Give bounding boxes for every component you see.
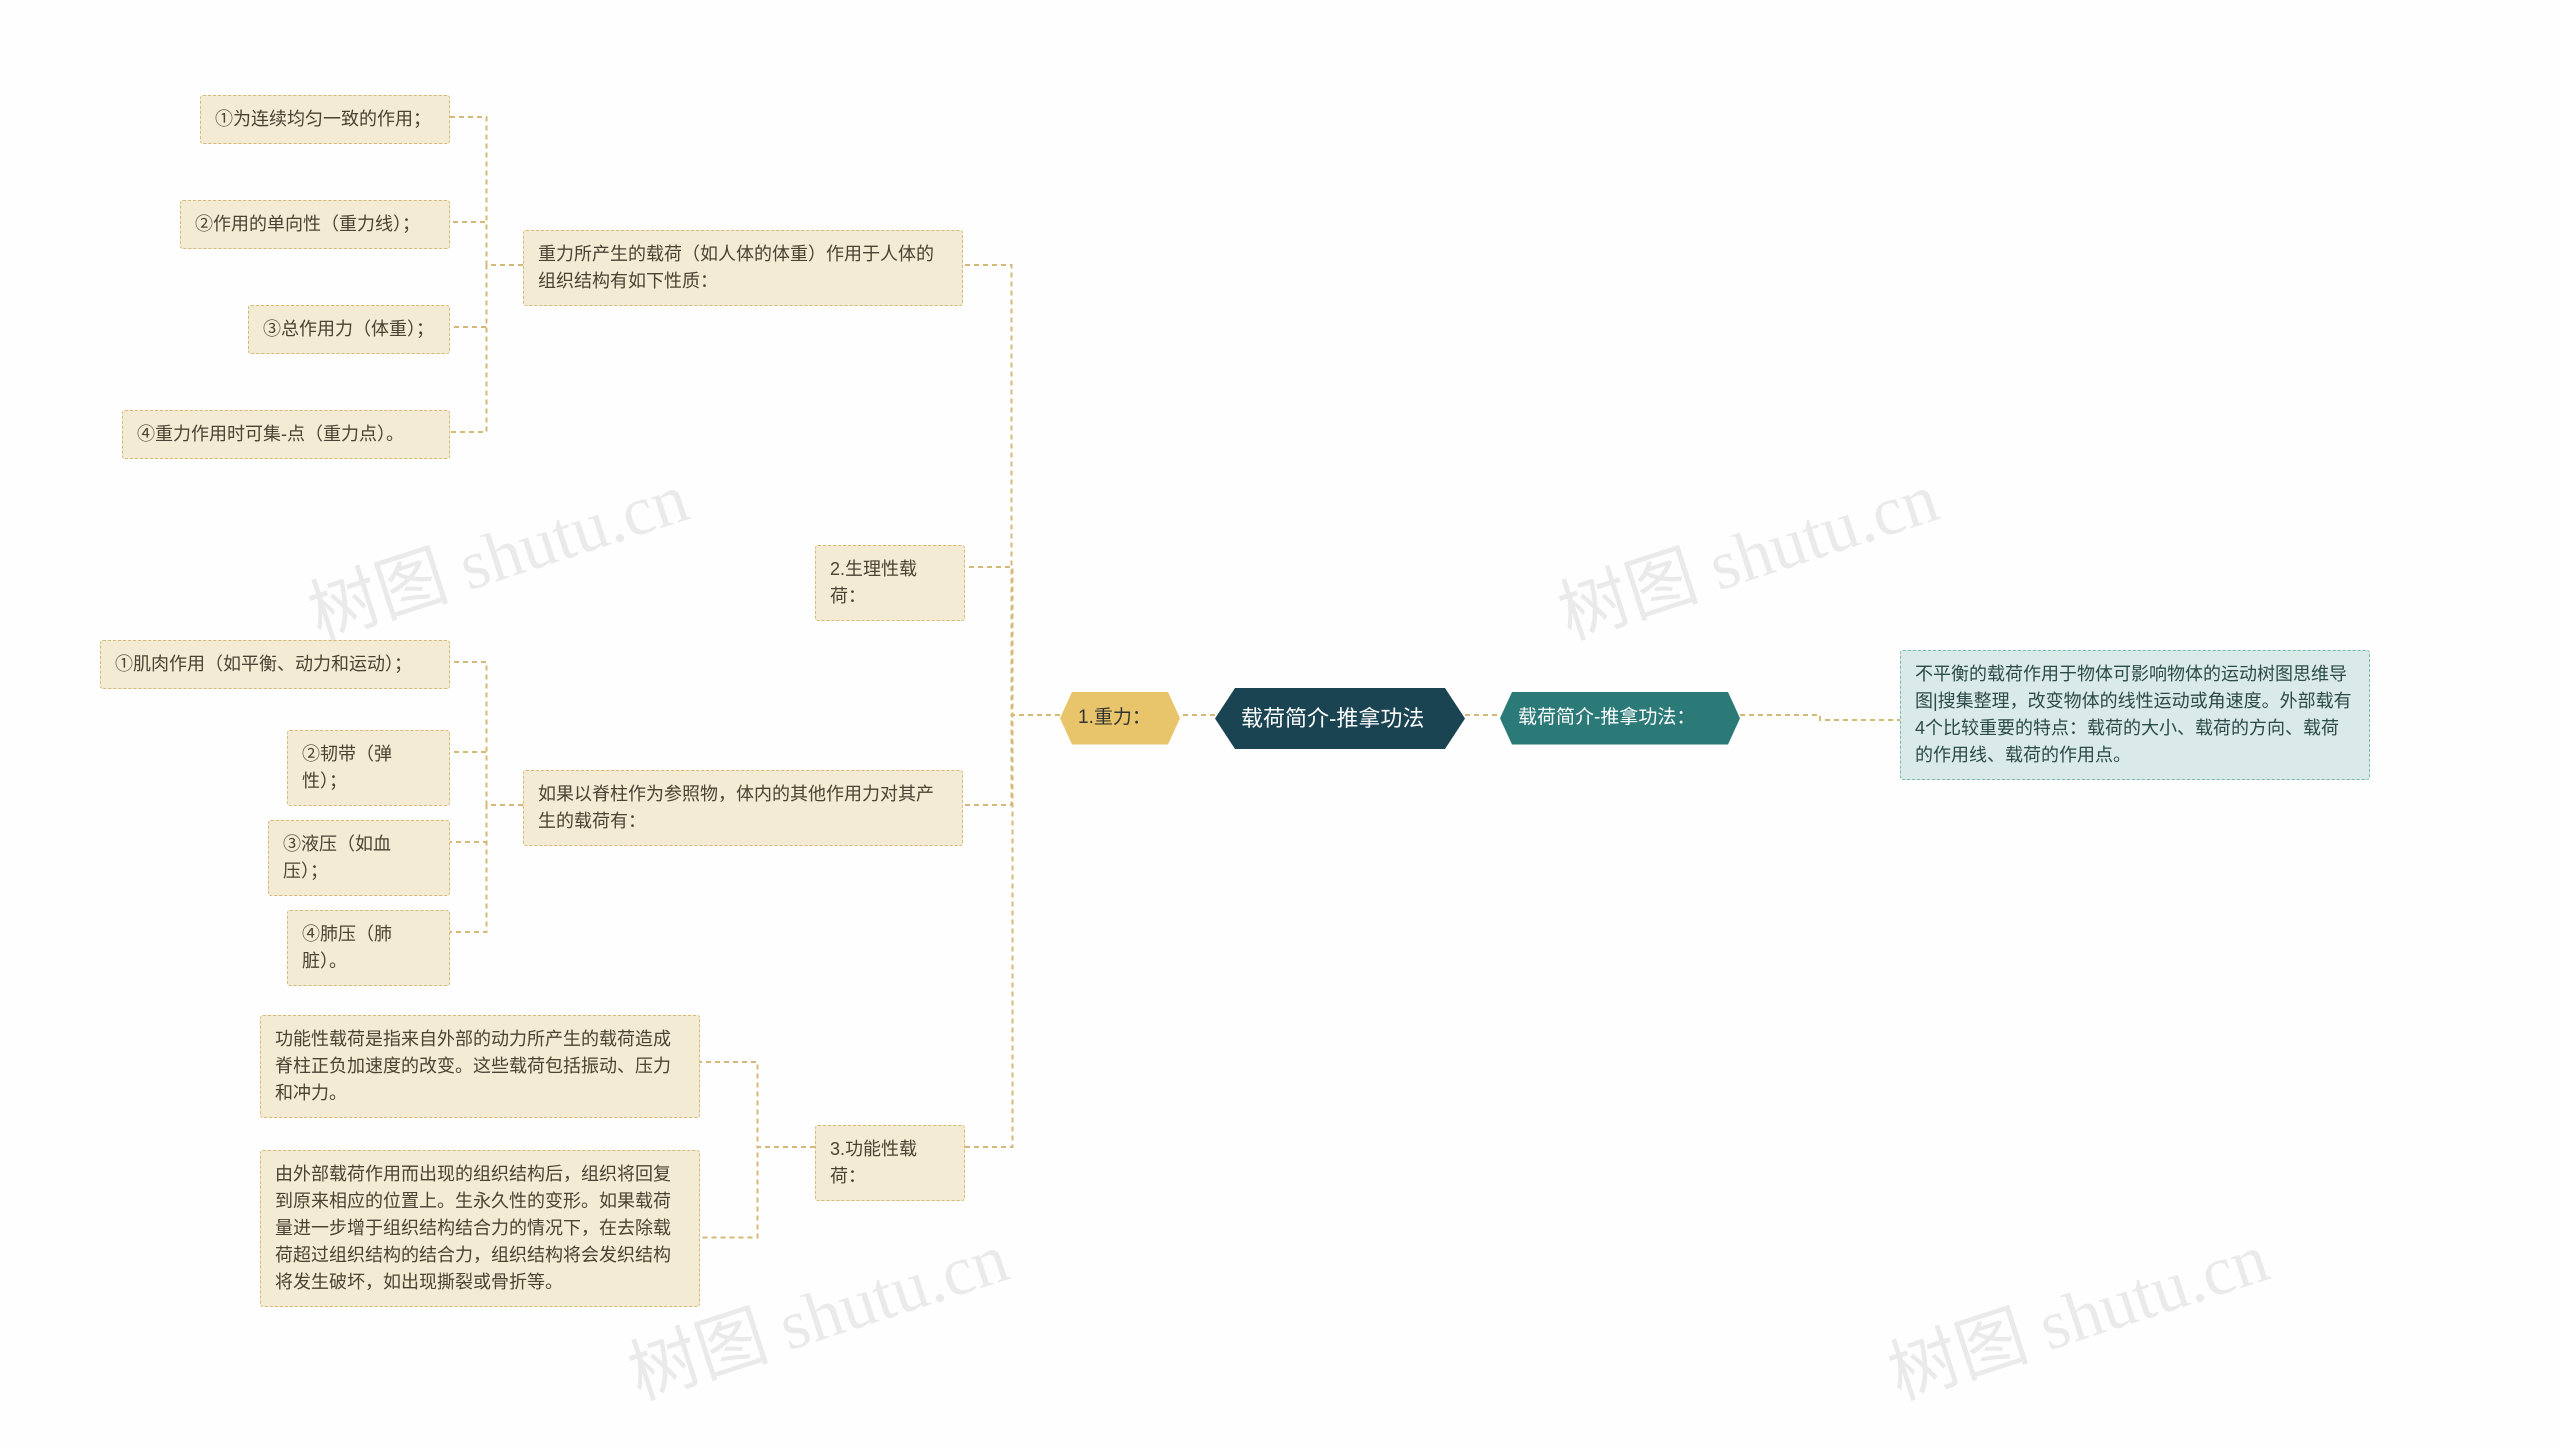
mindmap-node-l2c: 如果以脊柱作为参照物，体内的其他作用力对其产生的载荷有： xyxy=(523,770,963,846)
connector xyxy=(450,662,523,805)
connector xyxy=(450,805,523,932)
connector xyxy=(965,567,1060,715)
mindmap-node-l3c2: ②韧带（弹性）； xyxy=(287,730,450,806)
connector xyxy=(700,1062,815,1147)
connector xyxy=(450,265,523,432)
mindmap-node-l3c1: ①肌肉作用（如平衡、动力和运动）； xyxy=(100,640,450,689)
mindmap-node-l2b: 2.生理性载荷： xyxy=(815,545,965,621)
mindmap-node-l3c3: ③液压（如血压）； xyxy=(268,820,450,896)
mindmap-node-l3a1: ①为连续均匀一致的作用； xyxy=(200,95,450,144)
mindmap-node-l2a: 重力所产生的载荷（如人体的体重）作用于人体的组织结构有如下性质： xyxy=(523,230,963,306)
connector xyxy=(1740,715,1900,720)
mindmap-node-right1a: 不平衡的载荷作用于物体可影响物体的运动树图思维导图|搜集整理，改变物体的线性运动… xyxy=(1900,650,2370,780)
mindmap-node-right1: 载荷简介-推拿功法： xyxy=(1500,692,1740,745)
connector xyxy=(963,715,1060,805)
mindmap-node-left1: 1.重力： xyxy=(1060,692,1180,745)
mindmap-node-l2d: 3.功能性载荷： xyxy=(815,1125,965,1201)
mindmap-node-l3a2: ②作用的单向性（重力线）； xyxy=(180,200,450,249)
connector xyxy=(450,117,523,265)
mindmap-node-l3d1: 功能性载荷是指来自外部的动力所产生的载荷造成脊柱正负加速度的改变。这些载荷包括振… xyxy=(260,1015,700,1118)
mindmap-node-l3c4: ④肺压（肺脏）。 xyxy=(287,910,450,986)
connector xyxy=(963,265,1060,715)
connector xyxy=(965,715,1060,1147)
mindmap-node-root: 载荷简介-推拿功法 xyxy=(1215,688,1465,749)
connector xyxy=(450,265,523,327)
watermark: 树图 shutu.cn xyxy=(1544,442,1949,659)
connector xyxy=(450,752,523,805)
mindmap-node-l3a4: ④重力作用时可集-点（重力点）。 xyxy=(122,410,450,459)
watermark: 树图 shutu.cn xyxy=(294,442,699,659)
connector xyxy=(700,1147,815,1238)
mindmap-node-l3d2: 由外部载荷作用而出现的组织结构后，组织将回复到原来相应的位置上。生永久性的变形。… xyxy=(260,1150,700,1307)
connector xyxy=(450,222,523,265)
mindmap-node-l3a3: ③总作用力（体重）； xyxy=(248,305,450,354)
watermark: 树图 shutu.cn xyxy=(1874,1202,2279,1419)
connector xyxy=(450,805,523,842)
